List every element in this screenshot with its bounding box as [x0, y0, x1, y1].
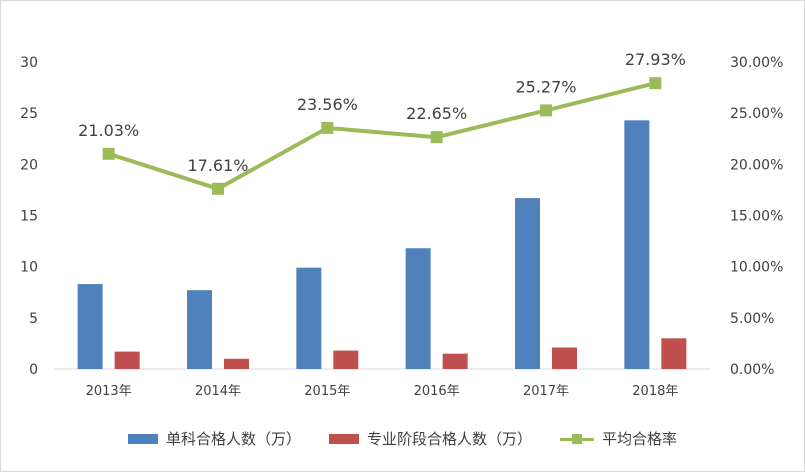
- bar-2: [333, 350, 359, 369]
- data-label: 17.61%: [187, 156, 248, 175]
- left-tick-label: 25: [20, 106, 38, 122]
- bar-2: [442, 353, 468, 369]
- right-tick-label: 30.00%: [730, 55, 783, 71]
- left-tick-label: 20: [20, 157, 38, 173]
- right-axis: 0.00% 5.00% 10.00% 15.00% 20.00% 25.00% 30.00%: [730, 55, 783, 378]
- legend-label-line: 平均合格率: [602, 430, 678, 448]
- x-tick-label: 2018年: [632, 384, 678, 399]
- line-marker: [649, 77, 662, 90]
- right-tick-label: 0.00%: [730, 362, 774, 378]
- bar-2: [552, 347, 577, 369]
- line-marker: [540, 104, 552, 117]
- line-marker: [102, 147, 115, 160]
- legend-label-bar-2: 专业阶段合格人数（万）: [366, 430, 532, 448]
- data-label: 25.27%: [515, 77, 576, 96]
- legend-swatch-bar-2: [328, 433, 359, 444]
- right-tick-label: 25.00%: [730, 106, 783, 122]
- right-tick-label: 5.00%: [730, 311, 774, 327]
- right-tick-label: 15.00%: [730, 209, 783, 225]
- bar-1: [624, 120, 650, 369]
- bar-2: [224, 358, 249, 369]
- data-label: 27.93%: [625, 50, 686, 69]
- legend-item-bar-2: 专业阶段合格人数（万）: [328, 428, 532, 449]
- line-marker: [321, 121, 334, 134]
- legend-label-bar-1: 单科合格人数（万）: [165, 430, 301, 448]
- x-tick-label: 2013年: [86, 384, 132, 399]
- bar-1: [296, 267, 322, 369]
- legend-swatch-bar-1: [127, 433, 158, 444]
- bar-2: [114, 351, 140, 369]
- legend-item-bar-1: 单科合格人数（万）: [127, 428, 301, 449]
- bar-1: [187, 290, 212, 369]
- right-tick-label: 10.00%: [730, 260, 783, 276]
- bar-series: [77, 120, 687, 369]
- x-axis: 2013年 2014年 2015年 2016年 2017年 2018年: [86, 384, 679, 399]
- data-label: 21.03%: [78, 121, 139, 140]
- x-tick-label: 2016年: [414, 384, 460, 399]
- line-marker: [430, 131, 443, 144]
- line-marker: [212, 182, 224, 195]
- bar-1: [77, 284, 103, 369]
- bar-1: [405, 248, 431, 369]
- left-tick-label: 5: [29, 311, 38, 327]
- left-axis: 0 5 10 15 20 25 30: [20, 55, 38, 378]
- line-series: 21.03% 17.61% 23.56% 22.65% 25.27% 27.93%: [78, 50, 686, 195]
- legend: 单科合格人数（万） 专业阶段合格人数（万） 平均合格率: [0, 428, 805, 449]
- data-label: 23.56%: [297, 95, 358, 114]
- x-tick-label: 2015年: [304, 384, 350, 399]
- trend-line: [108, 81, 656, 191]
- legend-item-line: 平均合格率: [560, 428, 677, 449]
- right-tick-label: 20.00%: [730, 157, 783, 173]
- left-tick-label: 15: [20, 209, 38, 225]
- legend-swatch-line: [560, 433, 594, 445]
- bar-2: [661, 338, 687, 369]
- left-tick-label: 10: [20, 260, 38, 276]
- left-tick-label: 30: [20, 55, 38, 71]
- x-tick-label: 2017年: [523, 384, 569, 399]
- combo-chart: 0 5 10 15 20 25 30 0.00% 5.00% 10.00% 15.00% 20.00…: [20, 50, 783, 399]
- data-label: 22.65%: [406, 104, 467, 123]
- x-tick-label: 2014年: [195, 384, 241, 399]
- bar-1: [515, 198, 540, 369]
- left-tick-label: 0: [29, 362, 38, 378]
